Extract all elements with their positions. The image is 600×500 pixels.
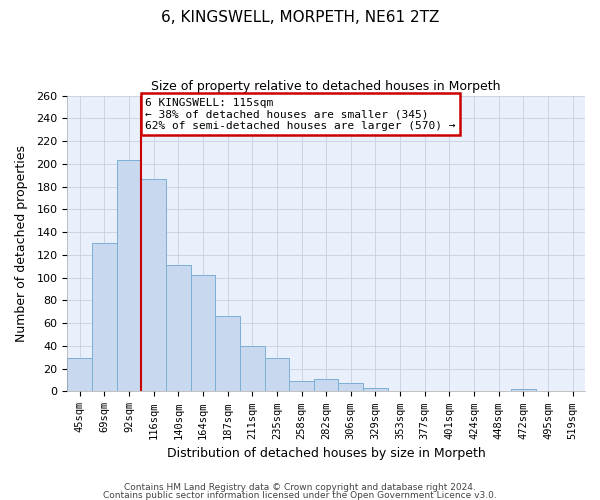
Text: Contains HM Land Registry data © Crown copyright and database right 2024.: Contains HM Land Registry data © Crown c… [124,484,476,492]
Bar [191,276,215,392]
Bar [240,346,265,392]
Text: 6 KINGSWELL: 115sqm
← 38% of detached houses are smaller (345)
62% of semi-detac: 6 KINGSWELL: 115sqm ← 38% of detached ho… [145,98,455,131]
Bar [141,178,166,392]
Bar [289,381,314,392]
Bar [67,358,92,392]
Bar [338,384,363,392]
Bar [215,316,240,392]
Bar [166,265,191,392]
Text: Contains public sector information licensed under the Open Government Licence v3: Contains public sector information licen… [103,490,497,500]
Bar [511,389,536,392]
Bar [314,379,338,392]
Bar [116,160,141,392]
Y-axis label: Number of detached properties: Number of detached properties [15,145,28,342]
Bar [92,244,116,392]
Title: Size of property relative to detached houses in Morpeth: Size of property relative to detached ho… [151,80,501,93]
Bar [363,388,388,392]
Bar [265,358,289,392]
Text: 6, KINGSWELL, MORPETH, NE61 2TZ: 6, KINGSWELL, MORPETH, NE61 2TZ [161,10,439,25]
X-axis label: Distribution of detached houses by size in Morpeth: Distribution of detached houses by size … [167,447,485,460]
